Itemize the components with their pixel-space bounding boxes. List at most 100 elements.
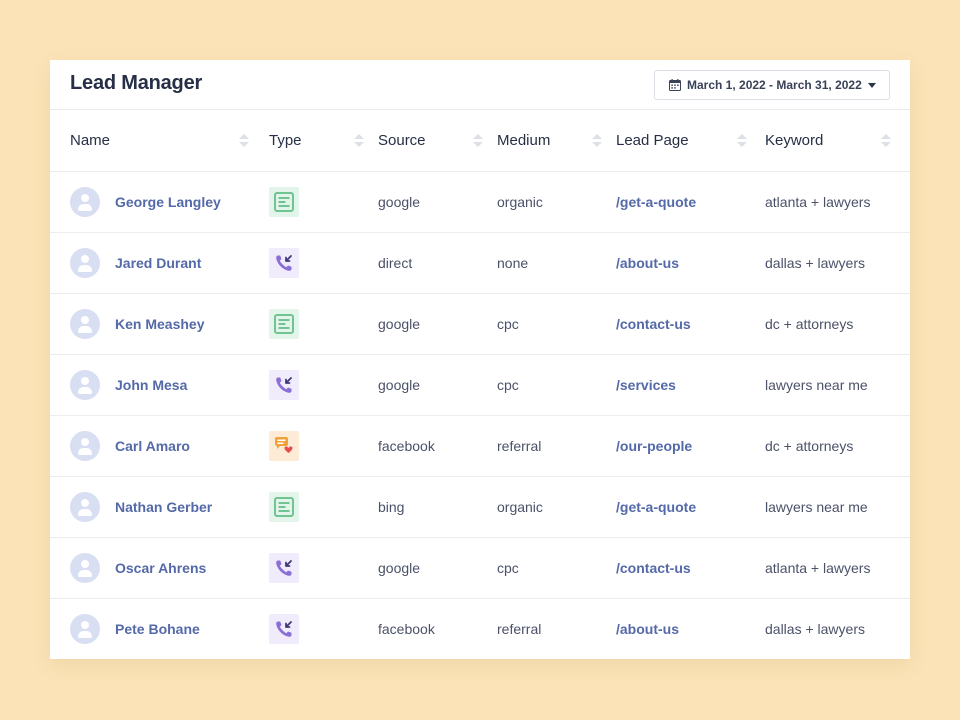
keyword-cell: dallas + lawyers xyxy=(765,232,910,294)
lead-page-link[interactable]: /about-us xyxy=(616,620,679,637)
keyword-cell: dc + attorneys xyxy=(765,415,910,477)
column-label: Medium xyxy=(497,131,551,149)
keyword-cell: lawyers near me xyxy=(765,354,910,416)
phone-call-icon xyxy=(269,247,299,278)
type-cell xyxy=(269,476,378,538)
keyword-cell: dallas + lawyers xyxy=(765,620,865,637)
table-row[interactable]: Oscar Ahrens google cpc /contact-us atla… xyxy=(50,537,910,599)
date-range-picker[interactable]: March 1, 2022 - March 31, 2022 xyxy=(654,70,890,100)
avatar-icon xyxy=(70,491,100,522)
name-cell: George Langley xyxy=(50,171,269,233)
column-header-source[interactable]: Source xyxy=(378,110,497,172)
keyword-cell: lawyers near me xyxy=(765,476,910,538)
leads-table: Name Type Source Medium Lead Page Keywor… xyxy=(50,110,910,659)
table-body: George Langley google organic /get-a-quo… xyxy=(50,171,910,659)
type-cell xyxy=(269,537,378,599)
medium-cell: organic xyxy=(497,476,616,538)
lead-name-link[interactable]: John Mesa xyxy=(115,376,188,393)
lead-page-cell: /our-people xyxy=(616,415,765,477)
card-header: Lead Manager March 1, 2022 - March 31, 2… xyxy=(50,60,910,110)
column-label: Keyword xyxy=(765,131,824,149)
lead-page-link[interactable]: /about-us xyxy=(616,254,679,271)
avatar-icon xyxy=(70,613,100,644)
table-row[interactable]: John Mesa google cpc /services lawyers n… xyxy=(50,354,910,416)
medium-cell: cpc xyxy=(497,537,616,599)
avatar-icon xyxy=(70,369,100,400)
table-row[interactable]: Carl Amaro facebook referral /our-people… xyxy=(50,415,910,477)
sort-icon[interactable] xyxy=(737,133,747,147)
sort-icon[interactable] xyxy=(473,133,483,147)
lead-name-link[interactable]: Pete Bohane xyxy=(115,620,200,637)
page-title: Lead Manager xyxy=(70,72,203,94)
form-icon xyxy=(269,308,299,339)
phone-call-icon xyxy=(269,552,299,583)
sort-icon[interactable] xyxy=(592,133,602,147)
table-row[interactable]: Jared Durant direct none /about-us dalla… xyxy=(50,232,910,294)
type-cell xyxy=(269,232,378,294)
sort-icon[interactable] xyxy=(881,133,891,147)
lead-page-link[interactable]: /services xyxy=(616,376,676,393)
source-cell: facebook xyxy=(378,620,435,637)
type-cell xyxy=(269,354,378,416)
medium-cell: none xyxy=(497,232,616,294)
name-cell: Nathan Gerber xyxy=(50,476,269,538)
column-header-lead-page[interactable]: Lead Page xyxy=(616,110,765,172)
name-cell: Pete Bohane xyxy=(50,598,269,659)
column-header-keyword[interactable]: Keyword xyxy=(765,110,910,172)
column-header-medium[interactable]: Medium xyxy=(497,110,616,172)
lead-name-link[interactable]: Oscar Ahrens xyxy=(115,559,207,576)
lead-page-link[interactable]: /our-people xyxy=(616,437,693,454)
keyword-cell: atlanta + lawyers xyxy=(765,171,910,233)
phone-call-icon xyxy=(269,613,299,644)
lead-page-cell: /contact-us xyxy=(616,293,765,355)
table-row[interactable]: George Langley google organic /get-a-quo… xyxy=(50,171,910,233)
lead-page-cell: /services xyxy=(616,354,765,416)
type-cell xyxy=(269,171,378,233)
sort-icon[interactable] xyxy=(239,133,249,147)
lead-name-link[interactable]: George Langley xyxy=(115,193,221,210)
type-cell xyxy=(269,293,378,355)
sort-icon[interactable] xyxy=(354,133,364,147)
column-header-type[interactable]: Type xyxy=(269,110,378,172)
source-cell: google xyxy=(378,354,497,416)
lead-name-link[interactable]: Carl Amaro xyxy=(115,437,190,454)
name-cell: Ken Meashey xyxy=(50,293,269,355)
avatar-icon xyxy=(70,552,100,583)
source-cell: bing xyxy=(378,476,497,538)
form-icon xyxy=(269,491,299,522)
lead-name-link[interactable]: Nathan Gerber xyxy=(115,498,213,515)
table-row[interactable]: Ken Meashey google cpc /contact-us dc + … xyxy=(50,293,910,355)
lead-page-link[interactable]: /contact-us xyxy=(616,315,691,332)
column-label: Type xyxy=(269,131,302,149)
lead-page-link[interactable]: /get-a-quote xyxy=(616,193,697,210)
type-cell xyxy=(269,415,378,477)
phone-call-icon xyxy=(269,369,299,400)
name-cell: Oscar Ahrens xyxy=(50,537,269,599)
lead-manager-card: Lead Manager March 1, 2022 - March 31, 2… xyxy=(50,60,910,659)
lead-page-cell: /contact-us xyxy=(616,537,765,599)
lead-name-link[interactable]: Jared Durant xyxy=(115,254,202,271)
medium-cell: cpc xyxy=(497,293,616,355)
type-cell xyxy=(269,598,378,659)
form-icon xyxy=(269,186,299,217)
medium-cell: cpc xyxy=(497,354,616,416)
calendar-icon xyxy=(669,79,681,91)
source-cell: google xyxy=(378,293,497,355)
medium-cell: organic xyxy=(497,171,616,233)
lead-page-cell: /about-us xyxy=(616,232,765,294)
column-header-name[interactable]: Name xyxy=(50,110,269,172)
lead-page-link[interactable]: /contact-us xyxy=(616,559,691,576)
medium-cell: referral xyxy=(497,415,616,477)
lead-page-cell: /about-us xyxy=(616,598,765,659)
keyword-cell: dc + attorneys xyxy=(765,293,910,355)
lead-name-link[interactable]: Ken Meashey xyxy=(115,315,205,332)
lead-page-link[interactable]: /get-a-quote xyxy=(616,498,697,515)
table-row[interactable]: Nathan Gerber bing organic /get-a-quote … xyxy=(50,476,910,538)
chat-icon xyxy=(269,430,299,461)
table-row[interactable]: Pete Bohane facebook referral /about-us … xyxy=(50,598,910,659)
column-label: Source xyxy=(378,131,426,149)
source-cell: google xyxy=(378,171,497,233)
source-cell: direct xyxy=(378,232,497,294)
avatar-icon xyxy=(70,186,100,217)
keyword-cell: atlanta + lawyers xyxy=(765,537,910,599)
